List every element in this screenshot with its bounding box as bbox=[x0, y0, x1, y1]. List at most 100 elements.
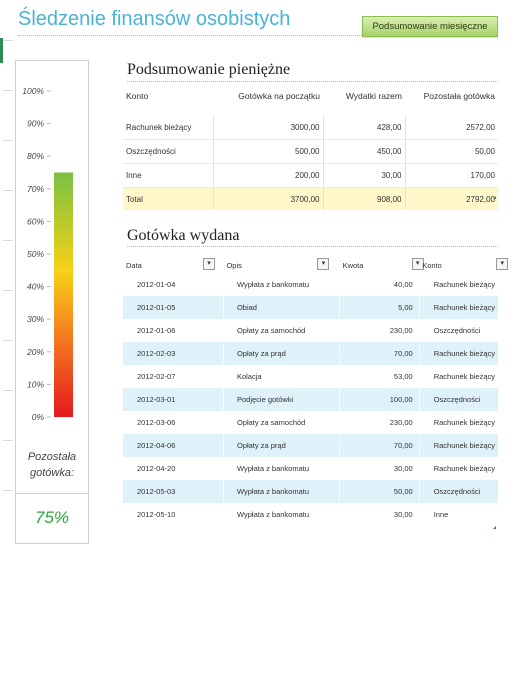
cash-remaining-label: Pozostała gotówka: bbox=[27, 451, 77, 479]
account-cell[interactable]: Inne bbox=[123, 163, 214, 188]
account-cell[interactable]: Rachunek bieżący bbox=[419, 342, 498, 365]
account-cell[interactable]: Oszczędności bbox=[419, 388, 498, 411]
table-header-row: Konto Gotówka na początku Wydatki razem … bbox=[123, 86, 498, 106]
table-row[interactable]: 2012-01-04 Wypłata z bankomatu 40,00 Rachun… bbox=[123, 273, 498, 296]
remaining-cell[interactable]: 2572,00 bbox=[405, 116, 498, 140]
amount-cell[interactable]: 100,00 bbox=[339, 388, 420, 411]
table-row[interactable]: 2012-04-20 Wypłata z bankomatu 30,00 Rachun… bbox=[123, 457, 498, 480]
start-cash-cell[interactable]: 500,00 bbox=[213, 139, 324, 164]
filter-dropdown-icon[interactable]: ▾ bbox=[411, 258, 424, 270]
total-label[interactable]: Total bbox=[123, 187, 214, 210]
column-header[interactable]: Pozostała gotówka bbox=[423, 91, 495, 101]
amount-cell[interactable]: 70,00 bbox=[339, 342, 420, 365]
account-cell[interactable]: Rachunek bieżący bbox=[419, 296, 498, 319]
active-cell-marker bbox=[0, 38, 3, 63]
amount-cell[interactable]: 40,00 bbox=[339, 273, 420, 296]
column-header[interactable]: Gotówka na początku bbox=[238, 91, 320, 101]
description-cell[interactable]: Opłaty za prąd bbox=[223, 434, 341, 457]
description-cell[interactable]: Wypłata z bankomatu bbox=[223, 503, 341, 526]
amount-cell[interactable]: 50,00 bbox=[339, 480, 420, 503]
account-cell[interactable]: Rachunek bieżący bbox=[433, 280, 495, 289]
amount-cell[interactable]: 70,00 bbox=[339, 434, 420, 457]
description-cell[interactable]: Kolacja bbox=[223, 365, 341, 388]
description-cell[interactable]: Wypłata z bankomatu bbox=[223, 480, 341, 503]
table-row[interactable]: 2012-03-06 Opłaty za samochód 230,00 Rachun… bbox=[123, 411, 498, 434]
date-cell[interactable]: 2012-04-06 bbox=[123, 434, 224, 457]
page-title: Śledzenie finansów osobistych bbox=[18, 8, 291, 30]
date-cell[interactable]: 2012-03-01 bbox=[123, 388, 224, 411]
date-cell[interactable]: 2012-02-07 bbox=[123, 365, 224, 388]
amount-cell[interactable]: 30,00 bbox=[339, 457, 420, 480]
description-cell[interactable]: Wypłata z bankomatu bbox=[223, 457, 341, 480]
table-row[interactable]: Inne 200,00 30,00 170,00 bbox=[123, 163, 498, 188]
total-expenses[interactable]: 908,00 bbox=[323, 187, 406, 210]
account-cell[interactable]: Oszczędności bbox=[123, 139, 214, 164]
description-cell[interactable]: Podjęcie gotówki bbox=[223, 388, 341, 411]
amount-cell[interactable]: 5,00 bbox=[339, 296, 420, 319]
total-start-cash[interactable]: 3700,00 bbox=[213, 187, 324, 210]
account-cell[interactable]: Rachunek bieżący bbox=[433, 418, 495, 427]
table-row[interactable]: Rachunek bieżący 3000,00 428,00 2572,00 bbox=[123, 116, 498, 140]
table-row[interactable]: 2012-02-07 Kolacja 53,00 Rachunek bieżący bbox=[123, 365, 498, 388]
gridline bbox=[3, 90, 13, 91]
table-resize-handle-icon[interactable] bbox=[493, 526, 496, 529]
gridline bbox=[3, 190, 13, 191]
expenses-cell[interactable]: 428,00 bbox=[323, 116, 406, 140]
expenses-cell[interactable]: 450,00 bbox=[323, 139, 406, 164]
table-row[interactable]: 2012-01-05 Obiad 5,00 Rachunek bieżący bbox=[123, 296, 498, 319]
date-cell[interactable]: 2012-02-03 bbox=[123, 342, 224, 365]
table-row[interactable]: 2012-03-01 Podjęcie gotówki 100,00 Oszczędn… bbox=[123, 388, 498, 411]
account-cell[interactable]: Rachunek bieżący bbox=[433, 372, 495, 381]
table-row[interactable]: 2012-05-10 Wypłata z bankomatu 30,00 Inne bbox=[123, 503, 498, 526]
account-cell[interactable]: Rachunek bieżący bbox=[123, 116, 214, 140]
amount-cell[interactable]: 30,00 bbox=[339, 503, 420, 526]
description-cell[interactable]: Opłaty za samochód bbox=[223, 319, 341, 342]
date-cell[interactable]: 2012-04-20 bbox=[123, 457, 224, 480]
description-cell[interactable]: Wypłata z bankomatu bbox=[223, 273, 341, 296]
table-row[interactable]: Oszczędności 500,00 450,00 50,00 bbox=[123, 139, 498, 164]
start-cash-cell[interactable]: 3000,00 bbox=[213, 116, 324, 140]
start-cash-cell[interactable]: 200,00 bbox=[213, 163, 324, 188]
cash-remaining-gauge-panel: 100% 90% 80% 70% 60% 50% 40% 30% 20% 10% 0% Pozost… bbox=[15, 60, 89, 544]
table-row[interactable]: 2012-04-06 Opłaty za prąd 70,00 Rachunek bi… bbox=[123, 434, 498, 457]
gauge-tick-label: 80% bbox=[27, 151, 44, 161]
amount-cell[interactable]: 230,00 bbox=[339, 411, 420, 434]
cash-summary-divider bbox=[127, 81, 498, 82]
table-resize-handle-icon[interactable] bbox=[493, 196, 496, 199]
total-remaining[interactable]: 2792,00 bbox=[405, 187, 498, 210]
description-cell[interactable]: Obiad bbox=[223, 296, 341, 319]
column-header[interactable]: Konto bbox=[126, 91, 149, 101]
account-cell[interactable]: Oszczędności bbox=[419, 480, 498, 503]
filter-dropdown-icon[interactable]: ▾ bbox=[496, 258, 509, 270]
column-header-amount[interactable]: Kwota ▾ bbox=[340, 257, 424, 273]
account-cell[interactable]: Rachunek bieżący bbox=[433, 464, 495, 473]
table-row[interactable]: 2012-05-03 Wypłata z bankomatu 50,00 Oszczę… bbox=[123, 480, 498, 503]
account-cell[interactable]: Oszczędności bbox=[433, 326, 481, 335]
remaining-cell[interactable]: 50,00 bbox=[405, 139, 498, 164]
description-cell[interactable]: Opłaty za prąd bbox=[223, 342, 341, 365]
filter-dropdown-icon[interactable]: ▾ bbox=[317, 258, 330, 270]
date-cell[interactable]: 2012-05-10 bbox=[123, 503, 224, 526]
amount-cell[interactable]: 53,00 bbox=[339, 365, 420, 388]
gridline bbox=[3, 390, 13, 391]
amount-cell[interactable]: 230,00 bbox=[339, 319, 420, 342]
table-row[interactable]: 2012-01-06 Opłaty za samochód 230,00 Oszczę… bbox=[123, 319, 498, 342]
filter-dropdown-icon[interactable]: ▾ bbox=[203, 258, 215, 270]
monthly-summary-button[interactable]: Podsumowanie miesięczne bbox=[362, 16, 498, 37]
date-cell[interactable]: 2012-01-04 bbox=[123, 273, 224, 296]
column-header-description[interactable]: Opis ▾ bbox=[223, 257, 339, 273]
column-header[interactable]: Wydatki razem bbox=[345, 91, 402, 101]
account-cell[interactable]: Inne bbox=[433, 510, 449, 519]
date-cell[interactable]: 2012-01-05 bbox=[123, 296, 224, 319]
column-header-account[interactable]: Konto ▾ bbox=[419, 257, 509, 273]
date-cell[interactable]: 2012-05-03 bbox=[123, 480, 224, 503]
remaining-cell[interactable]: 170,00 bbox=[405, 163, 498, 188]
description-cell[interactable]: Opłaty za samochód bbox=[223, 411, 341, 434]
date-cell[interactable]: 2012-03-06 bbox=[123, 411, 224, 434]
table-row[interactable]: 2012-02-03 Opłaty za prąd 70,00 Rachunek bi… bbox=[123, 342, 498, 365]
expenses-cell[interactable]: 30,00 bbox=[323, 163, 406, 188]
total-row[interactable]: Total 3700,00 908,00 2792,00 bbox=[123, 187, 498, 210]
date-cell[interactable]: 2012-01-06 bbox=[123, 319, 224, 342]
account-cell[interactable]: Rachunek bieżący bbox=[419, 434, 498, 457]
column-header-date[interactable]: Data ▾ bbox=[123, 257, 223, 273]
